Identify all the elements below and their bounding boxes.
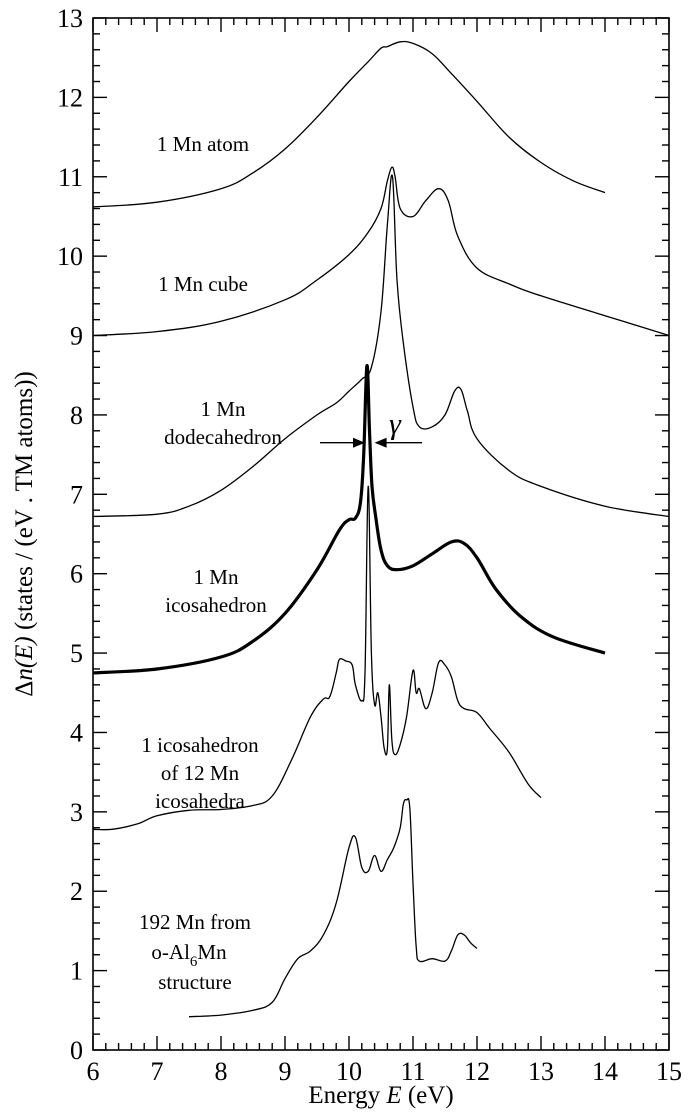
y-tick-label: 9 [70, 322, 83, 351]
y-tick-label: 3 [70, 798, 83, 827]
x-tick-label: 13 [528, 1057, 554, 1086]
x-axis-label: Energy E (eV) [308, 1082, 453, 1109]
y-tick-label: 1 [70, 957, 83, 986]
series-line-bulk192 [188, 797, 478, 1018]
y-tick-label: 6 [70, 560, 83, 589]
x-tick-label: 6 [87, 1057, 100, 1086]
series-line-atom [92, 40, 606, 208]
gamma-label: γ [389, 408, 402, 441]
ticks-layer [92, 17, 670, 1051]
y-tick-label: 11 [58, 163, 83, 192]
y-tick-label: 13 [57, 4, 83, 33]
gamma-marker: γ [320, 408, 422, 448]
series-annotation-icosa: 1 Mn icosahedron [165, 565, 267, 617]
x-tick-label: 14 [592, 1057, 618, 1086]
y-tick-label: 5 [70, 639, 83, 668]
series-annotation-atom: 1 Mn atom [157, 132, 249, 156]
y-tick-label: 8 [70, 401, 83, 430]
curves-layer [92, 40, 670, 1018]
series-line-cluster12 [92, 485, 542, 831]
x-tick-label: 11 [400, 1057, 425, 1086]
plot-frame [92, 17, 670, 1051]
series-line-cube [92, 166, 670, 337]
series-line-icosa [92, 364, 606, 675]
x-tick-label: 15 [656, 1057, 682, 1086]
gamma-arrowhead-right [374, 437, 387, 448]
series-line-dodeca [92, 174, 670, 518]
y-tick-label: 4 [70, 718, 83, 747]
series-annotation-dodeca: 1 Mn dodecahedron [164, 397, 282, 449]
x-tick-label: 12 [464, 1057, 490, 1086]
series-annotation-cube: 1 Mn cube [158, 272, 248, 296]
y-tick-label: 0 [70, 1036, 83, 1065]
y-axis-label: Δn(E) (states / (eV . TM atoms)) [11, 371, 38, 697]
annotations-layer: 1 Mn atom 1 Mn cube 1 Mn dodecahedron 1 Mn ic… [139, 132, 282, 994]
x-tick-label: 9 [279, 1057, 292, 1086]
y-tick-label: 12 [57, 83, 83, 112]
gamma-arrowhead-left [353, 437, 365, 448]
series-annotation-cluster12: 1 icosahedron of 12 Mn icosahedra [141, 733, 259, 813]
y-tick-label: 7 [70, 480, 83, 509]
x-tick-label: 8 [215, 1057, 228, 1086]
x-tick-label: 10 [336, 1057, 362, 1086]
series-annotation-bulk192: 192 Mn from o-Al6Mn structure [139, 910, 251, 994]
y-tick-label: 10 [57, 242, 83, 271]
x-tick-label: 7 [151, 1057, 164, 1086]
y-tick-label: 2 [70, 877, 83, 906]
